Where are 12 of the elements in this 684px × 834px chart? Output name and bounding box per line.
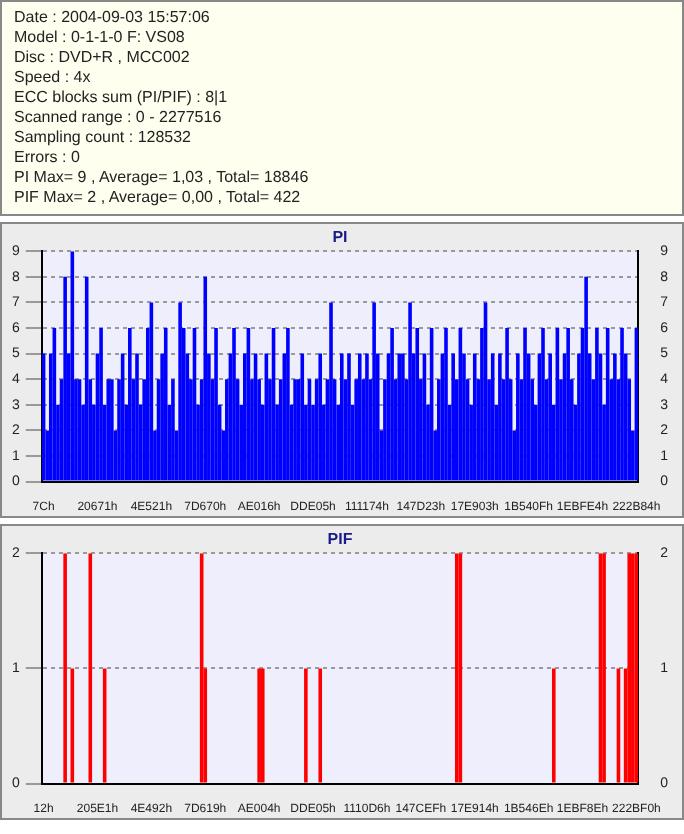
text: Sampling count : 128532	[14, 128, 194, 148]
text: PIF Max= 2 , Average= 0,00 , Total= 422	[14, 188, 303, 208]
text: Errors : 0	[14, 148, 82, 168]
text: Date : 2004-09-03 15:57:06	[14, 8, 212, 28]
text: Scanned range : 0 - 2277516	[14, 108, 224, 128]
chart-title: PI	[332, 228, 348, 247]
text: Disc : DVD+R , MCC002	[14, 48, 192, 68]
chart-title: PIF	[327, 530, 353, 549]
text: ECC blocks sum (PI/PIF) : 8|1	[14, 88, 230, 108]
text: PI Max= 9 , Average= 1,03 , Total= 18846	[14, 168, 311, 188]
text: Speed : 4x	[14, 68, 93, 88]
text: Model : 0-1-1-0 F: VS08	[14, 28, 187, 48]
